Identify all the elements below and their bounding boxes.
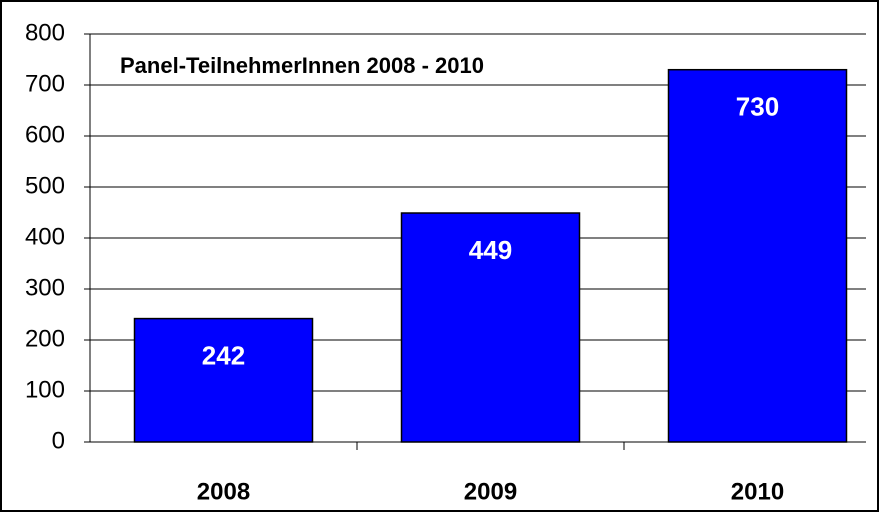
y-tick-label: 100 bbox=[25, 376, 65, 403]
value-label: 242 bbox=[202, 340, 245, 370]
y-tick-label: 800 bbox=[25, 19, 65, 46]
y-tick-label: 500 bbox=[25, 172, 65, 199]
y-tick-label: 0 bbox=[52, 427, 65, 454]
value-label: 449 bbox=[469, 235, 512, 265]
x-tick-label: 2009 bbox=[464, 478, 517, 505]
y-tick-label: 700 bbox=[25, 70, 65, 97]
x-tick-label: 2010 bbox=[731, 478, 784, 505]
bar bbox=[133, 317, 314, 443]
value-label: 730 bbox=[736, 92, 779, 122]
bar bbox=[667, 68, 848, 443]
y-tick-label: 300 bbox=[25, 274, 65, 301]
y-tick-label: 600 bbox=[25, 121, 65, 148]
y-tick-label: 200 bbox=[25, 325, 65, 352]
x-tick-label: 2008 bbox=[197, 478, 250, 505]
y-tick-label: 400 bbox=[25, 223, 65, 250]
chart-title: Panel-TeilnehmerInnen 2008 - 2010 bbox=[120, 53, 484, 78]
bar bbox=[400, 212, 581, 443]
